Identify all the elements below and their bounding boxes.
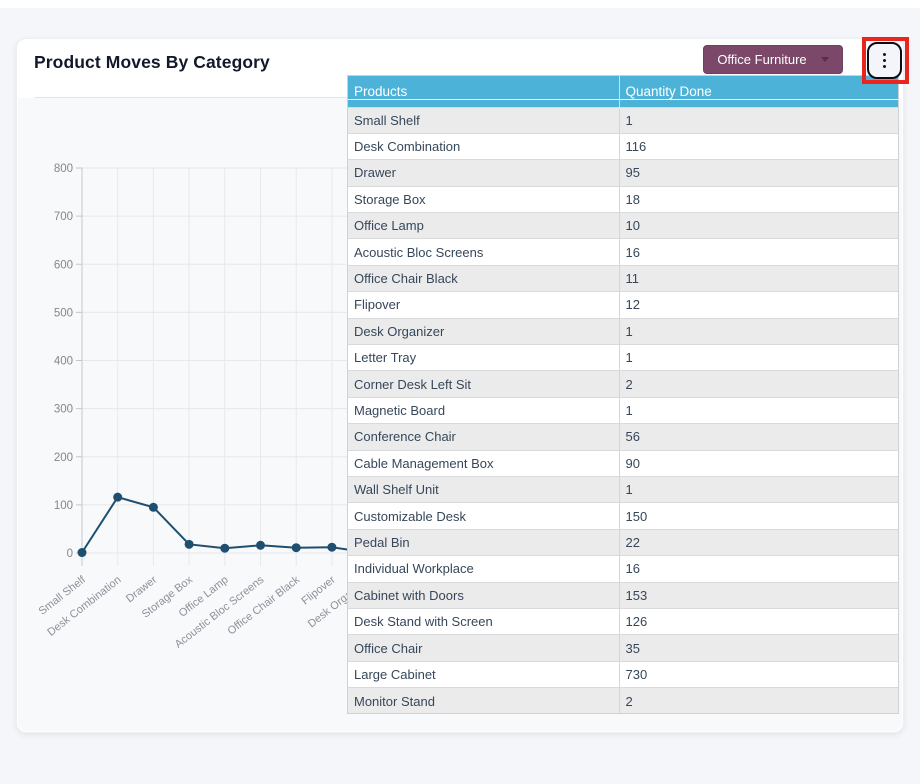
product-name-cell: Desk Combination: [348, 132, 619, 160]
y-axis-label: 0: [67, 548, 73, 560]
product-name-cell: Desk Organizer: [348, 317, 619, 345]
dashboard-card: Product Moves By Category 0 100 200 300 400 5…: [16, 37, 909, 733]
table-row: Acoustic Bloc Screens 16: [348, 238, 898, 266]
product-name-cell: Cable Management Box: [348, 449, 619, 477]
table-row: Desk Combination 116: [348, 132, 898, 160]
product-name-cell: Desk Stand with Screen: [348, 607, 619, 635]
chart-point[interactable]: [256, 540, 265, 550]
quantity-done-cell: 2: [618, 370, 898, 398]
product-name-cell: Drawer: [348, 159, 619, 187]
quantity-done-cell: 95: [618, 159, 898, 187]
table-row: Office Chair Black 11: [348, 264, 898, 292]
table-row: Cable Management Box 90: [348, 449, 898, 477]
y-axis-label: 300: [54, 404, 73, 416]
table-row: Office Lamp 10: [348, 212, 898, 239]
table-row: Individual Workplace 16: [348, 555, 898, 583]
product-name-cell: Individual Workplace: [348, 555, 619, 583]
vertical-ellipsis-icon: [882, 52, 887, 69]
table-row: Storage Box 18: [348, 185, 898, 213]
table-row: Wall Shelf Unit 1: [348, 475, 898, 503]
chart-point[interactable]: [291, 543, 301, 553]
product-name-cell: Office Lamp: [348, 212, 619, 239]
product-name-cell: Acoustic Bloc Screens: [348, 238, 619, 266]
table-row: Monitor Stand 2: [348, 687, 898, 713]
category-filter-label: Office Furniture: [717, 52, 807, 67]
chart-point[interactable]: [148, 502, 158, 512]
quantity-done-cell: 730: [618, 660, 898, 688]
product-name-cell: Monitor Stand: [348, 687, 619, 713]
y-axis-label: 400: [54, 356, 73, 368]
products-dropdown-table: Products Quantity Done Small Shelf 1 Desk …: [347, 75, 899, 714]
quantity-done-cell: 126: [618, 607, 898, 635]
quantity-done-cell: 18: [618, 185, 898, 213]
quantity-done-cell: 1: [618, 475, 898, 503]
table-row: Conference Chair 56: [348, 423, 898, 451]
quantity-done-cell: 153: [618, 581, 898, 609]
table-row: Cabinet with Doors 153: [348, 581, 898, 609]
chart-point[interactable]: [327, 542, 337, 552]
product-name-cell: Conference Chair: [348, 423, 619, 451]
product-name-cell: Flipover: [348, 291, 619, 319]
product-name-cell: Large Cabinet: [348, 660, 619, 688]
table-row: Pedal Bin 22: [348, 528, 898, 556]
quantity-done-cell: 1: [618, 317, 898, 345]
y-axis-label: 500: [54, 307, 73, 319]
table-row: Magnetic Board 1: [348, 396, 898, 424]
quantity-done-cell: 11: [618, 264, 898, 292]
page-title: Product Moves By Category: [34, 52, 270, 72]
quantity-done-cell: 35: [618, 634, 898, 662]
quantity-done-cell: 1: [618, 396, 898, 424]
category-filter-button[interactable]: Office Furniture: [703, 45, 843, 74]
quantity-done-cell: 150: [618, 502, 898, 530]
product-name-cell: Office Chair Black: [348, 264, 619, 292]
table-header-row: Products Quantity Done: [348, 76, 898, 107]
table-row: Letter Tray 1: [348, 344, 898, 371]
y-axis-label: 100: [54, 500, 73, 512]
y-axis-label: 200: [54, 452, 73, 464]
product-name-cell: Storage Box: [348, 185, 619, 213]
quantity-done-cell: 116: [618, 132, 898, 160]
table-row: Desk Organizer 1: [348, 317, 898, 345]
chart-point[interactable]: [184, 539, 194, 549]
y-axis-label: 600: [54, 259, 73, 271]
quantity-done-cell: 1: [618, 106, 898, 134]
chart-point[interactable]: [220, 543, 230, 553]
product-name-cell: Wall Shelf Unit: [348, 475, 619, 503]
table-row: Desk Stand with Screen 126: [348, 607, 898, 635]
product-name-cell: Magnetic Board: [348, 396, 619, 424]
kebab-menu-button[interactable]: [867, 42, 902, 79]
quantity-done-cell: 90: [618, 449, 898, 477]
product-name-cell: Customizable Desk: [348, 502, 619, 530]
table-row: Corner Desk Left Sit 2: [348, 370, 898, 398]
quantity-done-cell: 56: [618, 423, 898, 451]
quantity-done-cell: 10: [618, 212, 898, 239]
product-name-cell: Cabinet with Doors: [348, 581, 619, 609]
table-row: Small Shelf 1: [348, 106, 898, 134]
quantity-done-cell: 16: [618, 238, 898, 266]
table-row: Office Chair 35: [348, 634, 898, 662]
quantity-done-cell: 16: [618, 555, 898, 583]
table-header-quantity-done: Quantity Done: [618, 76, 898, 107]
table-row: Customizable Desk 150: [348, 502, 898, 530]
product-name-cell: Small Shelf: [348, 106, 619, 134]
y-axis-label: 700: [54, 211, 73, 223]
table-row: Flipover 12: [348, 291, 898, 319]
quantity-done-cell: 22: [618, 528, 898, 556]
product-name-cell: Office Chair: [348, 634, 619, 662]
chart-point[interactable]: [113, 492, 123, 502]
y-axis-label: 800: [54, 163, 73, 175]
product-name-cell: Pedal Bin: [348, 528, 619, 556]
quantity-done-cell: 2: [618, 687, 898, 713]
chart-point[interactable]: [77, 548, 87, 558]
product-name-cell: Letter Tray: [348, 344, 619, 371]
table-row: Drawer 95: [348, 159, 898, 187]
chevron-down-icon: [820, 57, 829, 62]
table-row: Large Cabinet 730: [348, 660, 898, 688]
products-table: Products Quantity Done Small Shelf 1 Desk …: [348, 76, 898, 713]
quantity-done-cell: 1: [618, 344, 898, 371]
product-name-cell: Corner Desk Left Sit: [348, 370, 619, 398]
quantity-done-cell: 12: [618, 291, 898, 319]
table-header-products: Products: [348, 76, 619, 107]
